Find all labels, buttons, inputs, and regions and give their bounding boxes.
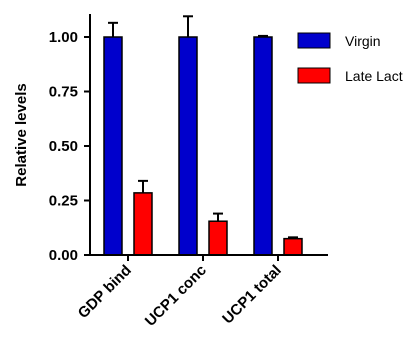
legend-swatch: [297, 67, 331, 84]
y-tick-label: 0.00: [49, 247, 78, 264]
legend-swatch: [297, 32, 331, 49]
y-axis-title: Relative levels: [13, 83, 30, 186]
x-tick-label: UCP1 total: [219, 262, 285, 328]
y-tick-label: 0.75: [49, 84, 78, 101]
x-tick-label: GDP bind: [75, 262, 135, 322]
bar-virgin: [103, 36, 123, 256]
y-axis-ticks: 0.00 0.25 0.50 0.75 1.00: [49, 29, 90, 264]
y-tick-label: 0.25: [49, 193, 78, 210]
bar-late-lact: [133, 192, 153, 256]
y-tick-label: 0.50: [49, 138, 78, 155]
legend-label: Late Lact: [345, 68, 403, 84]
bar-virgin: [178, 36, 198, 256]
legend: Virgin Late Lact: [297, 32, 403, 84]
bar-late-lact: [208, 220, 228, 256]
legend-label: Virgin: [345, 33, 381, 49]
x-axis-ticks: GDP bind UCP1 conc UCP1 total: [75, 255, 285, 330]
y-tick-label: 1.00: [49, 29, 78, 46]
x-tick-label: UCP1 conc: [142, 262, 210, 330]
bars: [103, 15, 303, 256]
bar-virgin: [253, 36, 273, 256]
bar-late-lact: [283, 237, 303, 256]
